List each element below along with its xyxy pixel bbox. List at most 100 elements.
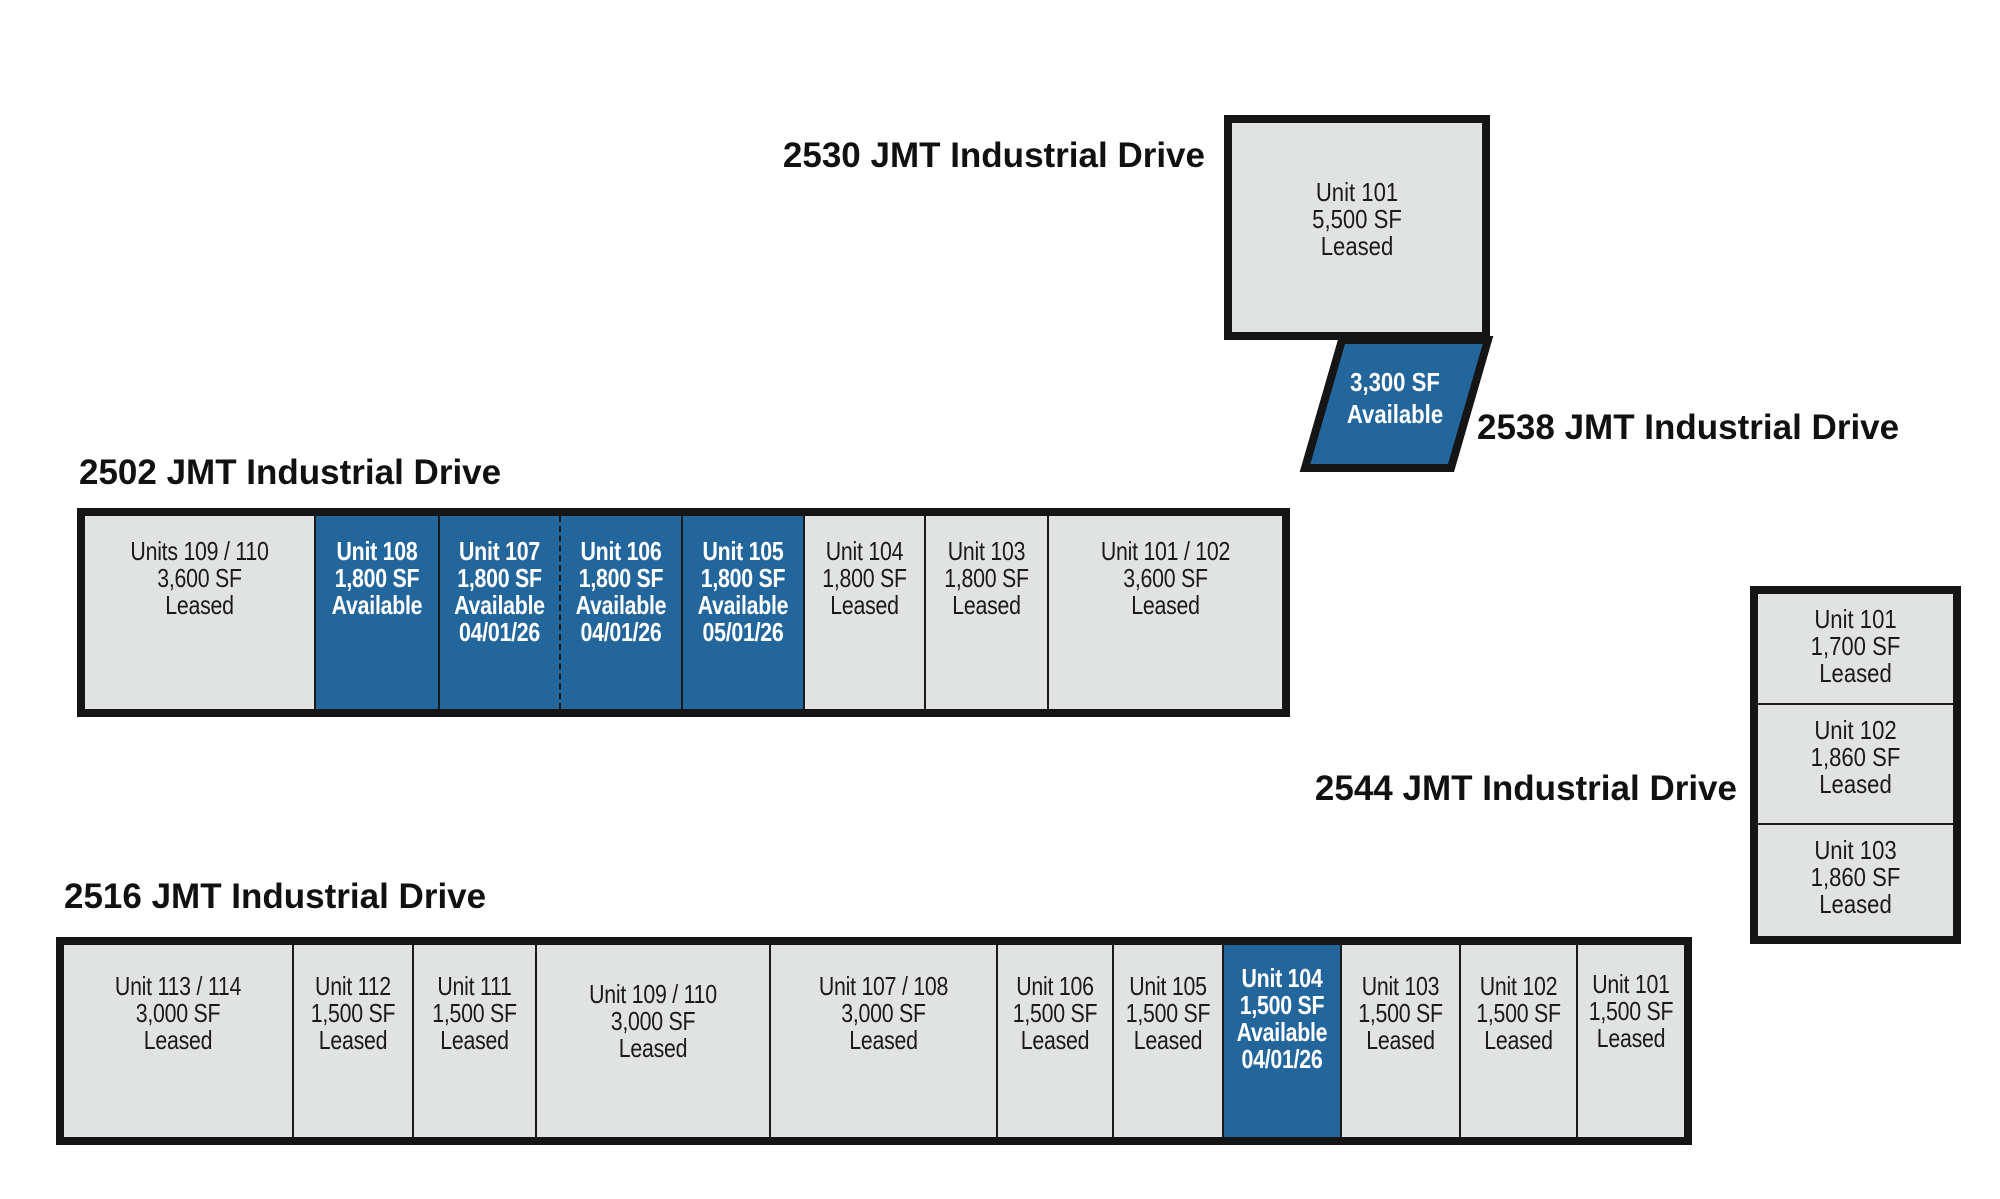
unit-2502-3[interactable]: Unit 106 1,800 SF Available 04/01/26 xyxy=(559,516,681,709)
unit-2516-3[interactable]: Unit 109 / 110 3,000 SF Leased xyxy=(535,945,769,1137)
unit-line: 1,800 SF xyxy=(822,563,907,593)
unit-line: 04/01/26 xyxy=(580,617,662,647)
building-title-2544: 2544 JMT Industrial Drive xyxy=(1314,769,1737,808)
unit-line: Unit 111 xyxy=(437,971,512,1001)
unit-line: Leased xyxy=(1133,1025,1203,1055)
building-title-2530: 2530 JMT Industrial Drive xyxy=(782,136,1205,175)
unit-line: 1,800 SF xyxy=(334,563,420,593)
unit-2502-1[interactable]: Unit 108 1,800 SF Available xyxy=(314,516,438,709)
unit-line: Unit 109 / 110 xyxy=(589,979,717,1009)
unit-line: 1,500 SF xyxy=(310,998,396,1028)
unit-line: 1,500 SF xyxy=(1239,990,1325,1020)
unit-line: Unit 106 xyxy=(1016,971,1094,1001)
unit-line: 1,500 SF xyxy=(1012,998,1098,1028)
unit-2530-101[interactable]: Unit 101 5,500 SF Leased xyxy=(1232,179,1482,260)
unit-2516-5[interactable]: Unit 106 1,500 SF Leased xyxy=(996,945,1112,1137)
unit-line: 3,600 SF xyxy=(157,563,242,593)
unit-2502-5[interactable]: Unit 104 1,800 SF Leased xyxy=(803,516,924,709)
unit-line: Units 109 / 110 xyxy=(130,536,269,566)
unit-line: Unit 101 xyxy=(1814,604,1897,634)
unit-line: Unit 104 xyxy=(1241,963,1323,993)
unit-2544-1[interactable]: Unit 102 1,860 SF Leased xyxy=(1758,703,1953,823)
building-title-2538: 2538 JMT Industrial Drive xyxy=(1477,408,1900,447)
unit-2538[interactable]: 3,300 SF Available xyxy=(1330,366,1460,430)
unit-line: Unit 103 xyxy=(947,536,1026,566)
unit-line: 1,500 SF xyxy=(1358,998,1443,1028)
unit-line: Unit 113 / 114 xyxy=(114,971,242,1001)
unit-line: Unit 102 xyxy=(1479,971,1558,1001)
building-2502: Units 109 / 110 3,600 SF Leased Unit 108 1,8… xyxy=(77,508,1290,717)
unit-line: Leased xyxy=(440,1025,509,1055)
unit-2516-8[interactable]: Unit 103 1,500 SF Leased xyxy=(1340,945,1459,1137)
unit-line: Leased xyxy=(143,1025,213,1055)
unit-line: 1,800 SF xyxy=(944,563,1029,593)
unit-line: 1,500 SF xyxy=(1588,996,1674,1026)
unit-2502-7[interactable]: Unit 101 / 102 3,600 SF Leased xyxy=(1047,516,1282,709)
unit-line: Leased xyxy=(165,590,234,620)
unit-2502-2[interactable]: Unit 107 1,800 SF Available 04/01/26 xyxy=(438,516,559,709)
unit-2516-1[interactable]: Unit 112 1,500 SF Leased xyxy=(292,945,412,1137)
unit-line: Leased xyxy=(618,1033,688,1063)
unit-2516-0[interactable]: Unit 113 / 114 3,000 SF Leased xyxy=(64,945,292,1137)
unit-line: 05/01/26 xyxy=(702,617,784,647)
unit-line: Leased xyxy=(1596,1023,1666,1053)
unit-2516-4[interactable]: Unit 107 / 108 3,000 SF Leased xyxy=(769,945,996,1137)
unit-2516-7[interactable]: Unit 104 1,500 SF Available 04/01/26 xyxy=(1222,945,1340,1137)
unit-line: Unit 105 xyxy=(702,536,784,566)
unit-2516-6[interactable]: Unit 105 1,500 SF Leased xyxy=(1112,945,1222,1137)
unit-line: 3,000 SF xyxy=(135,998,221,1028)
unit-line: Leased xyxy=(1819,889,1892,919)
unit-line: 1,860 SF xyxy=(1810,742,1901,772)
unit-line: 3,000 SF xyxy=(610,1006,696,1036)
building-title-2516: 2516 JMT Industrial Drive xyxy=(64,877,487,916)
unit-line: 04/01/26 xyxy=(458,617,541,647)
unit-line: Available xyxy=(331,590,423,620)
unit-line: Leased xyxy=(1320,231,1394,261)
unit-line: 04/01/26 xyxy=(1241,1044,1323,1074)
building-title-2502: 2502 JMT Industrial Drive xyxy=(79,453,502,492)
unit-line: Unit 102 xyxy=(1814,715,1897,745)
unit-line: Unit 101 / 102 xyxy=(1100,536,1231,566)
unit-line: 3,000 SF xyxy=(841,998,926,1028)
unit-line: 1,800 SF xyxy=(457,563,542,593)
unit-line: 1,500 SF xyxy=(1125,998,1211,1028)
unit-line: Available xyxy=(1346,399,1444,429)
building-2516: Unit 113 / 114 3,000 SF Leased Unit 112 1,50… xyxy=(56,937,1692,1145)
unit-2516-2[interactable]: Unit 111 1,500 SF Leased xyxy=(412,945,535,1137)
unit-line: Leased xyxy=(1020,1025,1090,1055)
unit-line: 5,500 SF xyxy=(1312,204,1402,234)
unit-2544-0[interactable]: Unit 101 1,700 SF Leased xyxy=(1758,594,1953,703)
unit-line: 3,300 SF xyxy=(1350,367,1440,397)
unit-line: Leased xyxy=(1819,658,1892,688)
unit-line: Leased xyxy=(1484,1025,1553,1055)
unit-line: Leased xyxy=(1131,590,1200,620)
unit-line: Leased xyxy=(1366,1025,1435,1055)
unit-line: Unit 105 xyxy=(1129,971,1207,1001)
unit-2516-10[interactable]: Unit 101 1,500 SF Leased xyxy=(1576,945,1684,1137)
unit-line: 3,600 SF xyxy=(1123,563,1208,593)
unit-line: Leased xyxy=(952,590,1021,620)
unit-line: Unit 107 / 108 xyxy=(818,971,949,1001)
unit-2502-6[interactable]: Unit 103 1,800 SF Leased xyxy=(924,516,1047,709)
unit-line: 1,860 SF xyxy=(1810,862,1901,892)
unit-line: Unit 103 xyxy=(1361,971,1440,1001)
unit-2502-4[interactable]: Unit 105 1,800 SF Available 05/01/26 xyxy=(681,516,803,709)
building-2530: Unit 101 5,500 SF Leased xyxy=(1224,115,1490,340)
unit-2502-0[interactable]: Units 109 / 110 3,600 SF Leased xyxy=(85,516,314,709)
unit-line: Leased xyxy=(1819,769,1892,799)
unit-line: Unit 104 xyxy=(825,536,904,566)
unit-line: Unit 101 xyxy=(1592,969,1670,999)
unit-line: Available xyxy=(575,590,667,620)
unit-line: Leased xyxy=(849,1025,918,1055)
unit-line: Unit 108 xyxy=(336,536,418,566)
unit-2544-2[interactable]: Unit 103 1,860 SF Leased xyxy=(1758,823,1953,936)
unit-line: 1,500 SF xyxy=(432,998,517,1028)
unit-line: Available xyxy=(454,590,545,620)
unit-line: Unit 106 xyxy=(580,536,662,566)
unit-line: 1,800 SF xyxy=(700,563,786,593)
unit-line: 1,500 SF xyxy=(1476,998,1561,1028)
unit-line: Unit 107 xyxy=(459,536,540,566)
unit-2516-9[interactable]: Unit 102 1,500 SF Leased xyxy=(1459,945,1576,1137)
building-2544: Unit 101 1,700 SF Leased Unit 102 1,860 SF Le… xyxy=(1750,586,1961,944)
